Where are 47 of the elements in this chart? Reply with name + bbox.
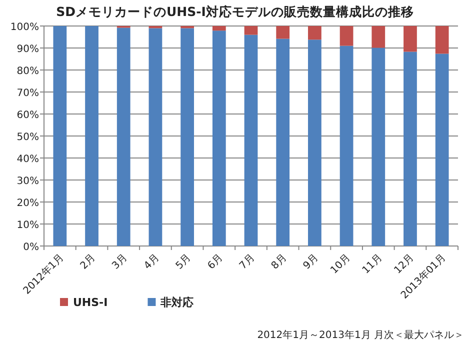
bar — [244, 26, 258, 35]
y-tick-label: 100% — [10, 22, 39, 33]
bar — [372, 48, 386, 246]
x-tick-label: 5月 — [174, 252, 194, 272]
y-tick-label: 40% — [16, 154, 39, 165]
bar — [212, 26, 226, 31]
x-tick-label: 2月 — [78, 252, 98, 272]
bar — [276, 26, 290, 39]
bar — [244, 34, 258, 246]
y-tick-label: 70% — [16, 88, 39, 99]
bar — [276, 38, 290, 246]
x-tick-label: 4月 — [142, 252, 162, 272]
bar — [85, 26, 98, 246]
x-tick-label: 10月 — [328, 252, 353, 276]
x-tick-label: 9月 — [301, 252, 321, 272]
bar — [308, 40, 322, 246]
y-tick-label: 20% — [16, 198, 39, 209]
y-tick-label: 90% — [16, 44, 39, 55]
x-tick-label: 3月 — [110, 252, 130, 272]
text: 2012年1月～2013年1月 月次＜最大パネル＞ — [257, 329, 464, 341]
bar — [404, 26, 417, 52]
bar — [372, 26, 386, 48]
y-tick-label: 80% — [16, 66, 39, 77]
y-tick-label: 10% — [16, 220, 39, 231]
legend-label: 非対応 — [160, 296, 195, 309]
x-tick-label: 11月 — [360, 252, 385, 276]
bar — [180, 28, 194, 246]
bar — [148, 28, 162, 246]
x-tick-label: 8月 — [270, 252, 289, 272]
y-tick-label: 60% — [16, 110, 39, 121]
legend-label: UHS-I — [73, 296, 108, 309]
bar — [435, 26, 449, 54]
bar — [404, 52, 417, 246]
bar — [212, 30, 226, 246]
bar — [53, 26, 67, 246]
chart-title: SDメモリカードのUHS-I対応モデルの販売数量構成比の推移 — [56, 4, 414, 19]
bar — [308, 26, 322, 40]
bar — [435, 54, 449, 246]
bar — [340, 46, 354, 246]
y-tick-label: 0% — [23, 242, 39, 253]
x-tick-label: 12月 — [392, 252, 416, 276]
bar — [116, 28, 130, 246]
y-tick-label: 30% — [16, 176, 39, 187]
x-tick-label: 6月 — [206, 252, 226, 272]
y-tick-label: 50% — [16, 132, 39, 143]
x-tick-label: 7月 — [238, 252, 258, 272]
bar — [340, 26, 354, 46]
